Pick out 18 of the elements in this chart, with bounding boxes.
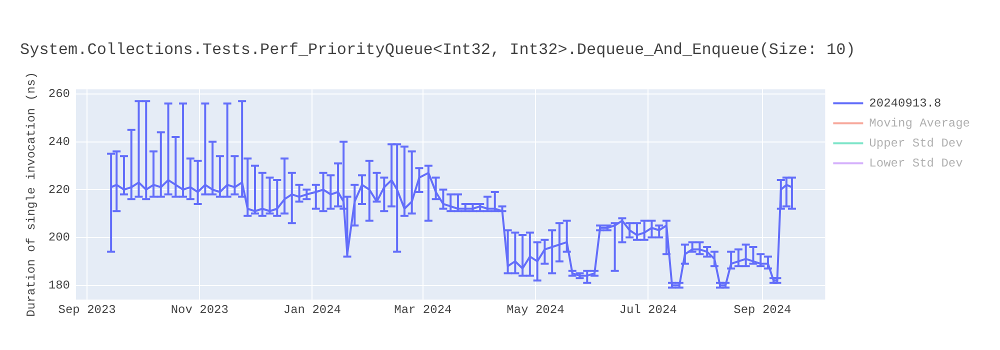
legend-label: Lower Std Dev [869,156,963,170]
x-tick-label: Sep 2023 [58,302,116,317]
y-tick-label: 240 [48,134,70,149]
legend-label: Moving Average [869,116,970,130]
legend-label: 20240913.8 [869,96,942,110]
y-axis-title: Duration of single invocation (ns) [24,72,38,317]
chart-title: System.Collections.Tests.Perf_PriorityQueue<Int32, Int32>.Dequeue_And_Enqueue(Size: 10) [20,40,856,59]
y-tick-label: 200 [48,230,70,245]
y-tick-label: 220 [48,182,70,197]
x-tick-label: Mar 2024 [394,302,452,317]
y-tick-label: 260 [48,87,70,102]
x-tick-label: Nov 2023 [170,302,228,317]
legend-label: Upper Std Dev [869,136,963,150]
x-tick-label: May 2024 [506,302,564,317]
x-tick-label: Sep 2024 [734,302,792,317]
x-tick-label: Jul 2024 [619,302,677,317]
x-tick-label: Jan 2024 [283,302,342,317]
y-tick-label: 180 [48,278,70,292]
